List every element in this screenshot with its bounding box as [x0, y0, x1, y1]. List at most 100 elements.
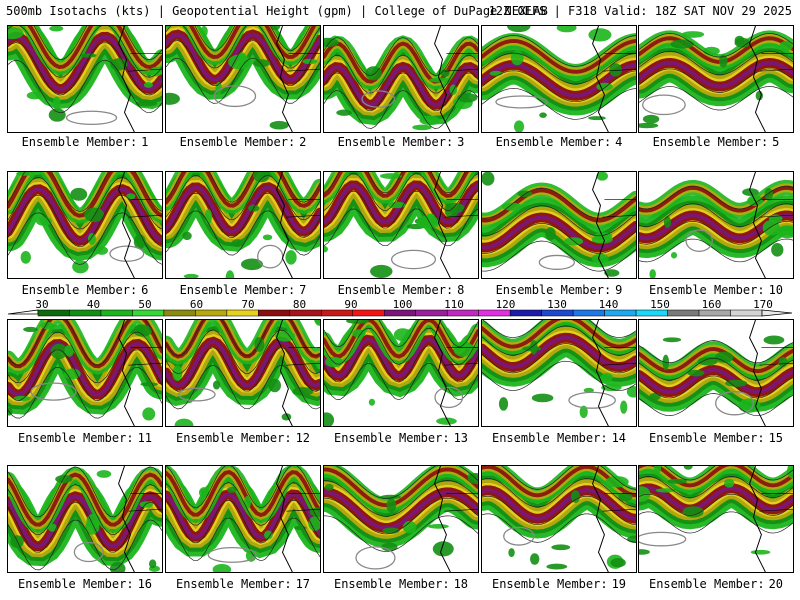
member-label-text: Ensemble Member:: [333, 577, 450, 591]
ensemble-member-label: Ensemble Member: 2: [165, 135, 321, 149]
isotach-map: [482, 26, 636, 132]
member-map-panel[interactable]: [323, 25, 479, 133]
member-map-panel[interactable]: [165, 465, 321, 573]
member-number: 20: [768, 577, 784, 591]
member-map-panel[interactable]: [165, 25, 321, 133]
ensemble-member-label: Ensemble Member: 18: [323, 577, 479, 591]
speed-colorbar: 30 40 50 60 70 80 90 100 110 120 130 140 150 160 170: [8, 298, 792, 317]
colorbar-tick-label: 60: [190, 298, 203, 311]
member-map-panel[interactable]: [481, 25, 637, 133]
colorbar-segment: [258, 309, 291, 317]
member-number: 1: [141, 135, 149, 149]
isotach-map: [166, 320, 320, 426]
colorbar-tick-label: 130: [547, 298, 567, 311]
member-label-text: Ensemble Member:: [179, 135, 296, 149]
member-number: 15: [768, 431, 784, 445]
member-map-panel[interactable]: [638, 171, 794, 279]
member-number: 19: [611, 577, 627, 591]
member-label-text: Ensemble Member:: [17, 431, 134, 445]
ensemble-member-label: Ensemble Member: 12: [165, 431, 321, 445]
member-label-text: Ensemble Member:: [495, 135, 612, 149]
colorbar-tick-label: 90: [344, 298, 357, 311]
member-label-text: Ensemble Member:: [495, 283, 612, 297]
member-label-text: Ensemble Member:: [21, 283, 138, 297]
member-number: 14: [611, 431, 627, 445]
isotach-map: [324, 466, 478, 572]
colorbar-tick-label: 70: [241, 298, 254, 311]
colorbar-tick-label: 80: [293, 298, 306, 311]
member-map-panel[interactable]: [323, 319, 479, 427]
ensemble-member-label: Ensemble Member: 19: [481, 577, 637, 591]
isotach-map: [8, 466, 162, 572]
member-map-panel[interactable]: [638, 319, 794, 427]
isotach-map: [482, 320, 636, 426]
member-label-text: Ensemble Member:: [337, 283, 454, 297]
member-map-panel[interactable]: [7, 171, 163, 279]
member-label-text: Ensemble Member:: [491, 577, 608, 591]
member-map-panel[interactable]: [323, 171, 479, 279]
member-label-text: Ensemble Member:: [179, 283, 296, 297]
isotach-map: [166, 172, 320, 278]
colorbar-tick-label: 50: [138, 298, 151, 311]
member-label-text: Ensemble Member:: [648, 283, 765, 297]
member-map-panel[interactable]: [165, 319, 321, 427]
member-map-panel[interactable]: [481, 171, 637, 279]
member-number: 5: [772, 135, 780, 149]
colorbar-tick-label: 40: [87, 298, 100, 311]
member-label-text: Ensemble Member:: [337, 135, 454, 149]
member-map-panel[interactable]: [638, 25, 794, 133]
member-number: 8: [457, 283, 465, 297]
colorbar-segment: [100, 309, 133, 317]
member-map-panel[interactable]: [638, 465, 794, 573]
isotach-map: [8, 320, 162, 426]
member-number: 18: [453, 577, 469, 591]
member-map-panel[interactable]: [323, 465, 479, 573]
colorbar-segment: [667, 309, 700, 317]
member-number: 4: [615, 135, 623, 149]
ensemble-member-label: Ensemble Member: 1: [7, 135, 163, 149]
ensemble-member-label: Ensemble Member: 20: [638, 577, 794, 591]
isotach-map: [639, 26, 793, 132]
ensemble-member-label: Ensemble Member: 11: [7, 431, 163, 445]
colorbar-segment: [415, 309, 448, 317]
ensemble-member-label: Ensemble Member: 15: [638, 431, 794, 445]
ensemble-member-label: Ensemble Member: 16: [7, 577, 163, 591]
colorbar-tick-label: 140: [599, 298, 619, 311]
member-number: 2: [299, 135, 307, 149]
ensemble-member-label: Ensemble Member: 4: [481, 135, 637, 149]
isotach-map: [324, 172, 478, 278]
isotach-map: [482, 172, 636, 278]
member-number: 10: [768, 283, 784, 297]
colorbar-tick-label: 170: [753, 298, 773, 311]
colorbar-tick-label: 150: [650, 298, 670, 311]
isotach-map: [324, 26, 478, 132]
isotach-map: [639, 466, 793, 572]
colorbar-tick-label: 120: [496, 298, 516, 311]
isotach-map: [166, 466, 320, 572]
member-label-text: Ensemble Member:: [652, 135, 769, 149]
ensemble-member-label: Ensemble Member: 5: [638, 135, 794, 149]
ensemble-member-label: Ensemble Member: 7: [165, 283, 321, 297]
member-map-panel[interactable]: [7, 319, 163, 427]
isotach-map: [639, 172, 793, 278]
colorbar-tick-label: 30: [35, 298, 48, 311]
member-label-text: Ensemble Member:: [175, 431, 292, 445]
member-map-panel[interactable]: [481, 319, 637, 427]
member-number: 7: [299, 283, 307, 297]
member-label-text: Ensemble Member:: [333, 431, 450, 445]
isotach-map: [166, 26, 320, 132]
member-number: 12: [295, 431, 311, 445]
member-number: 11: [137, 431, 153, 445]
member-label-text: Ensemble Member:: [648, 577, 765, 591]
colorbar-tick-label: 110: [444, 298, 464, 311]
member-map-panel[interactable]: [165, 171, 321, 279]
isotach-map: [8, 26, 162, 132]
member-map-panel[interactable]: [7, 25, 163, 133]
isotach-map: [482, 466, 636, 572]
isotach-map: [639, 320, 793, 426]
member-map-panel[interactable]: [7, 465, 163, 573]
member-label-text: Ensemble Member:: [175, 577, 292, 591]
isotach-map: [324, 320, 478, 426]
colorbar-tick-label: 160: [702, 298, 722, 311]
member-map-panel[interactable]: [481, 465, 637, 573]
